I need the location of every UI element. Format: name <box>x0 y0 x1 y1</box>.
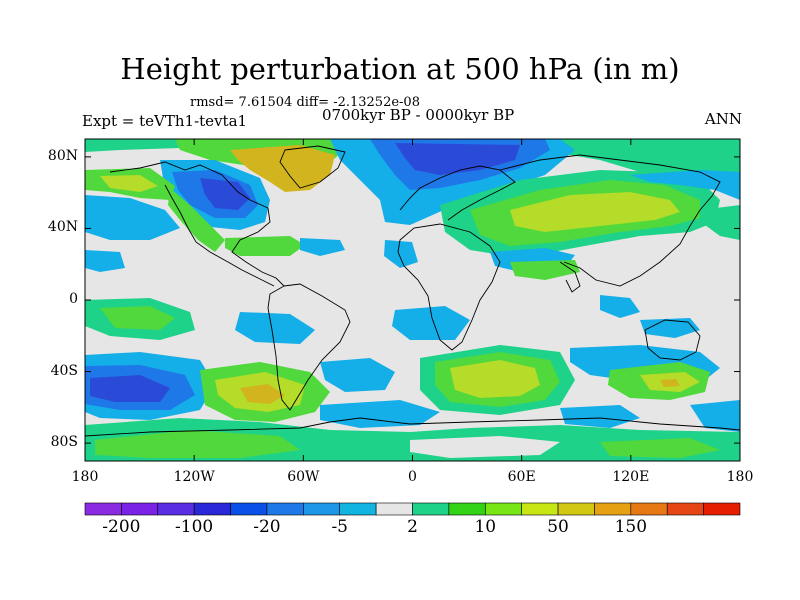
lon-label: 180 <box>726 469 754 485</box>
colorbar-label: 10 <box>474 517 497 537</box>
lon-label: 0 <box>408 469 417 485</box>
tropical-pacific-blue <box>235 312 315 344</box>
indian-blue <box>600 295 640 318</box>
colorbar-box <box>121 502 159 516</box>
colorbar-box <box>484 502 522 516</box>
colorbar-box <box>703 502 741 516</box>
gulf-green <box>225 236 305 256</box>
antarctica-coast <box>85 417 740 437</box>
colorbar-box <box>630 502 668 516</box>
far-west-pacific-blue <box>85 250 125 272</box>
lon-label: 60W <box>287 469 320 485</box>
south-america-gold <box>240 384 285 404</box>
lon-label: 120W <box>173 469 215 485</box>
australia-coast <box>644 319 701 361</box>
colorbar-label: -20 <box>253 517 281 537</box>
experiment-label: Expt = teVTh1-tevta1 <box>82 112 248 130</box>
lon-label: 60E <box>507 469 536 485</box>
stats-line: rmsd= 7.61504 diff= -2.13252e-08 <box>190 95 420 110</box>
pacific-nw-teal <box>700 205 740 240</box>
lat-label: 0 <box>69 291 78 307</box>
south-pacific-blue-core <box>90 375 170 402</box>
colorbar-box <box>448 502 486 516</box>
contour-field <box>85 139 740 461</box>
colorbar-label: -100 <box>175 517 214 537</box>
north-america-coast <box>109 161 285 287</box>
colorbar-box <box>412 502 450 516</box>
colorbar-label: -200 <box>102 517 141 537</box>
indian-blue-2 <box>640 318 700 338</box>
greenland-gold <box>230 145 335 192</box>
alaska-yellow <box>100 175 158 192</box>
southern-indian-gold <box>660 379 680 387</box>
colorbar-box <box>157 502 195 516</box>
southern-ocean-blue-2 <box>560 405 640 428</box>
colorbar-box <box>557 502 595 516</box>
colorbar-box <box>339 502 377 516</box>
colorbar-box <box>303 502 341 516</box>
tropical-atlantic-blue <box>392 306 470 340</box>
lat-label: 80S <box>50 434 78 451</box>
pacific-green <box>100 306 175 330</box>
indian-ocean-green <box>510 260 580 280</box>
lon-label: 180 <box>71 469 99 485</box>
africa-coast <box>397 223 501 351</box>
north-america-west-coast <box>164 184 275 287</box>
colorbar-box <box>84 502 122 516</box>
period-label: 0700kyr BP - 0000kyr BP <box>322 106 515 124</box>
pacific-north-blue <box>85 195 180 240</box>
antarctic-green-2 <box>600 438 720 458</box>
coastlines <box>85 145 740 437</box>
south-atlantic-blue <box>320 358 395 392</box>
colorbar <box>84 502 741 516</box>
asia-coast <box>499 154 721 287</box>
south-atlantic-ridge-yellow <box>450 360 540 398</box>
colorbar-label: 150 <box>614 517 648 537</box>
colorbar-box <box>266 502 304 516</box>
colorbar-label: 2 <box>407 517 418 537</box>
lat-label: 40S <box>50 362 78 379</box>
north-america-blue-core <box>200 178 250 210</box>
colorbar-box <box>521 502 559 516</box>
lat-label: 80N <box>47 147 78 164</box>
colorbar-label: 50 <box>547 517 569 537</box>
antarctic-green <box>95 430 300 458</box>
lon-label: 120E <box>612 469 650 485</box>
europe-coast <box>399 165 516 221</box>
greenland-coast <box>279 145 346 189</box>
southern-ocean-blue <box>320 400 440 428</box>
east-asia-blue <box>630 170 740 200</box>
colorbar-box <box>666 502 704 516</box>
season-label: ANN <box>704 110 742 128</box>
canada-green-arm <box>168 188 225 252</box>
antarctic-neutral <box>410 436 560 458</box>
west-africa-blue <box>384 240 418 268</box>
eurasia-yellow <box>510 192 680 232</box>
southern-ocean-blue-3 <box>690 400 740 432</box>
caribbean-blue <box>300 238 345 256</box>
colorbar-box <box>230 502 268 516</box>
colorbar-box <box>193 502 231 516</box>
atlantic-low-core <box>395 143 520 175</box>
lat-label: 40N <box>47 219 78 236</box>
colorbar-label: -5 <box>331 517 348 537</box>
india-coast <box>559 261 581 293</box>
colorbar-box <box>594 502 632 516</box>
plot-title: Height perturbation at 500 hPa (in m) <box>120 52 680 86</box>
south-america-coast <box>267 283 351 411</box>
axis-ticks <box>84 139 741 461</box>
colorbar-box <box>375 502 413 516</box>
